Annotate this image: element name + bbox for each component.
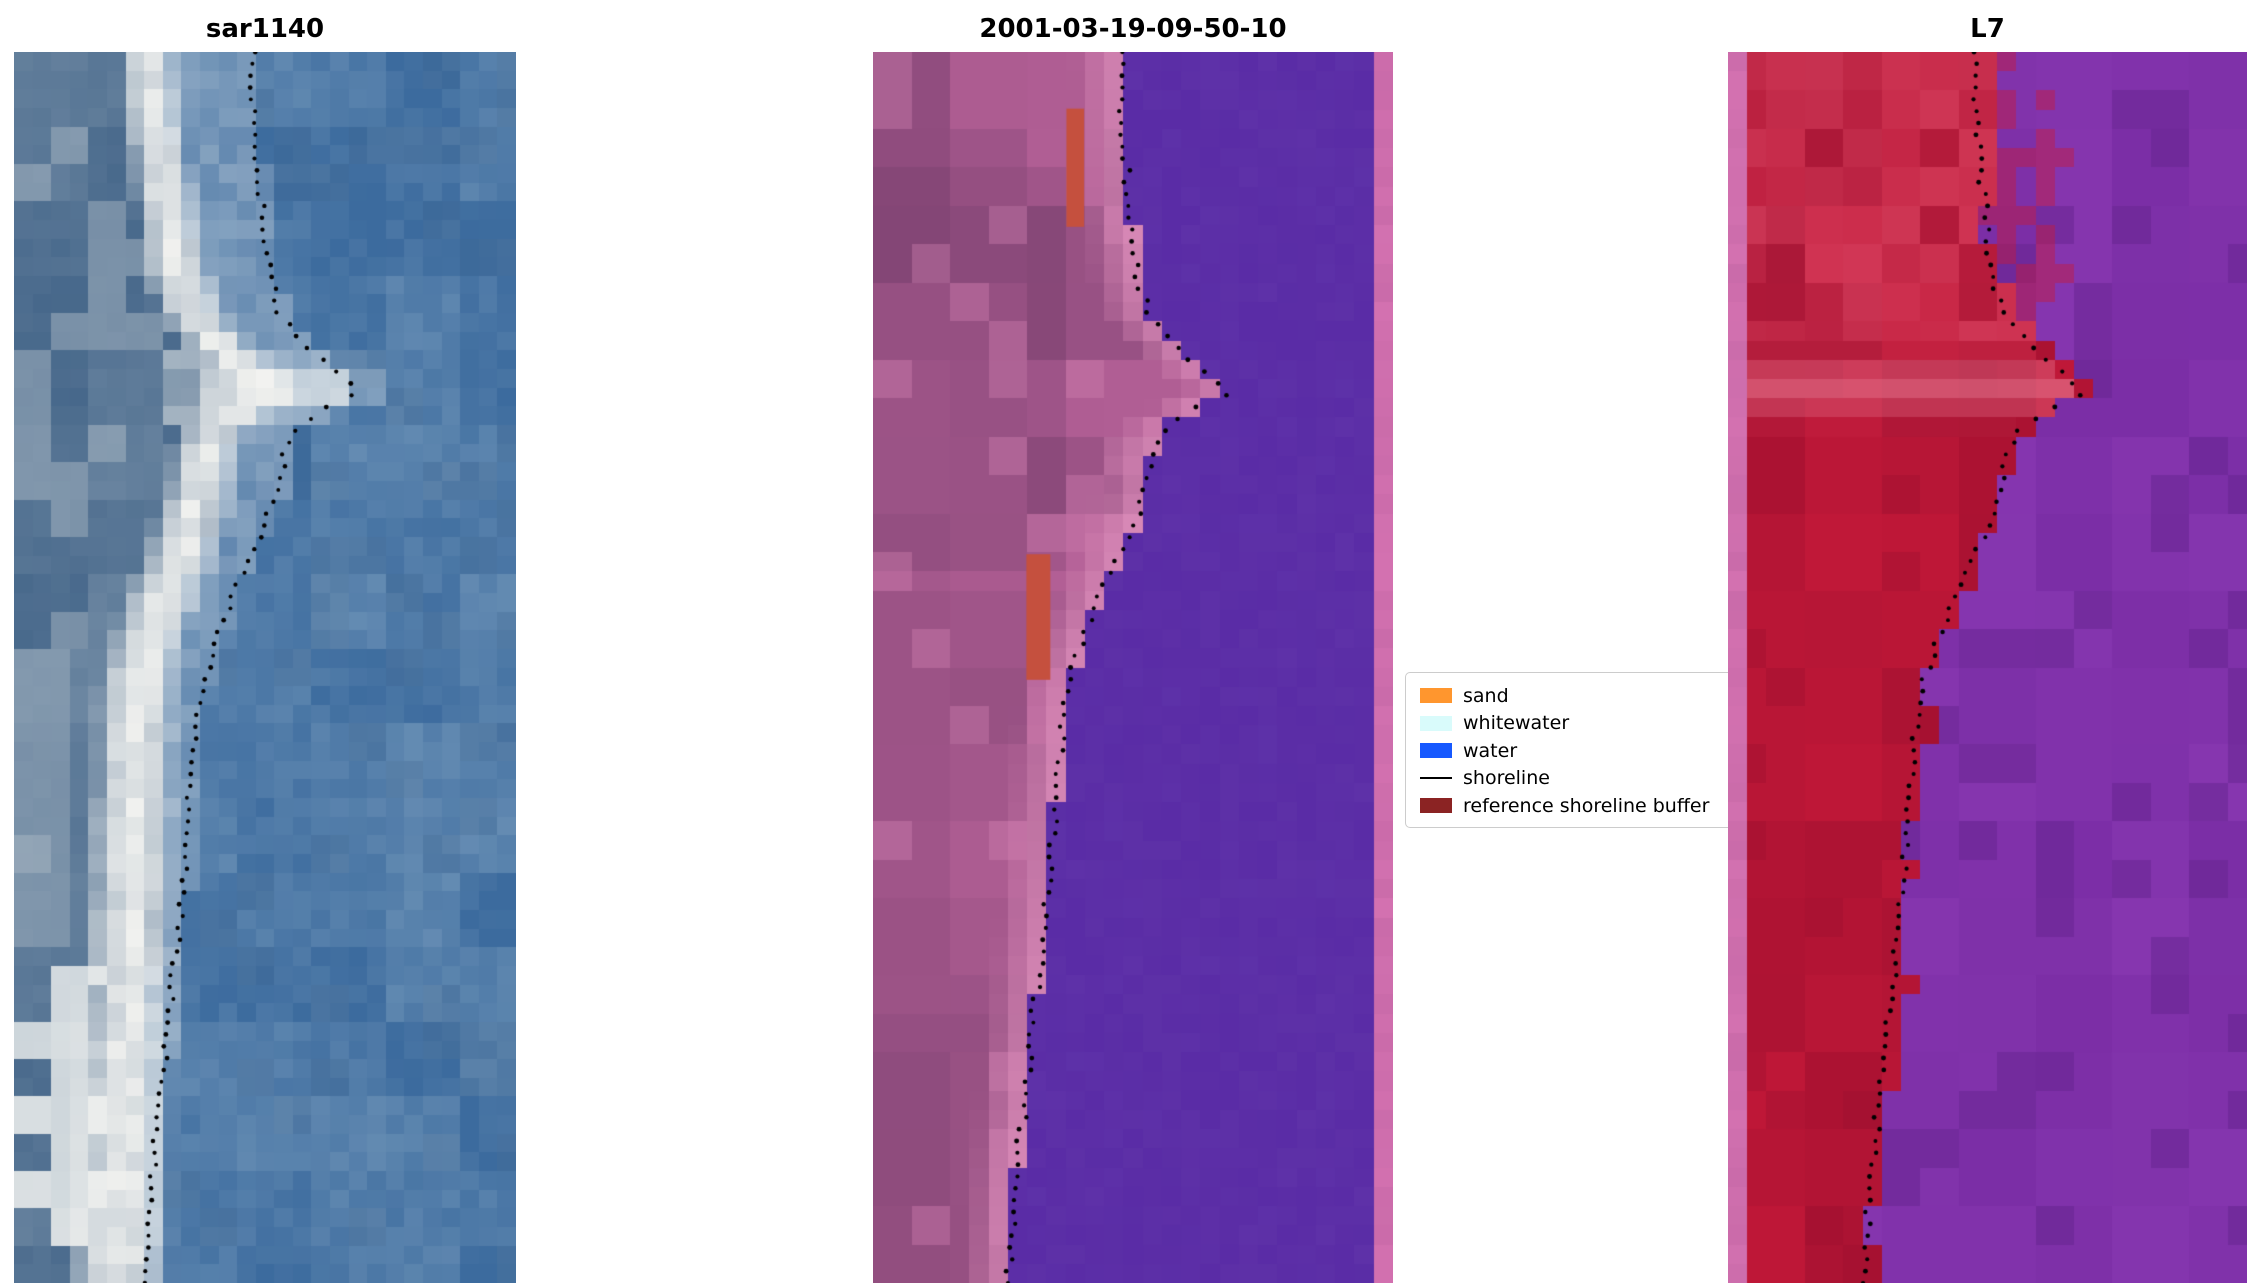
legend-item-shoreline: shoreline [1420,765,1754,793]
legend-item-water: water [1420,737,1754,765]
panel-title-date: 2001-03-19-09-50-10 [979,14,1287,44]
legend-label-whitewater: whitewater [1463,712,1570,735]
legend-label-water: water [1463,739,1518,762]
legend-item-whitewater: whitewater [1420,710,1754,738]
legend-swatch-whitewater [1420,715,1452,731]
panel-title-sar1140: sar1140 [205,14,325,44]
legend-label-sand: sand [1463,684,1509,707]
legend-item-reference-shoreline-buffer: reference shoreline buffer [1420,792,1754,820]
legend-label-reference-buffer: reference shoreline buffer [1463,794,1710,817]
legend-swatch-sand [1420,688,1452,704]
legend-swatch-shoreline-line [1420,777,1452,780]
legend-swatch-reference-buffer [1420,798,1452,814]
panel-image-l7 [1728,52,2247,1283]
panel-image-sar1140 [14,52,516,1283]
panel-image-classification [873,52,1393,1283]
legend: sand whitewater water shoreline referenc… [1405,672,1767,828]
panel-title-l7: L7 [1970,14,2005,44]
legend-item-sand: sand [1420,682,1754,710]
legend-swatch-water [1420,743,1452,759]
legend-label-shoreline: shoreline [1463,767,1550,790]
